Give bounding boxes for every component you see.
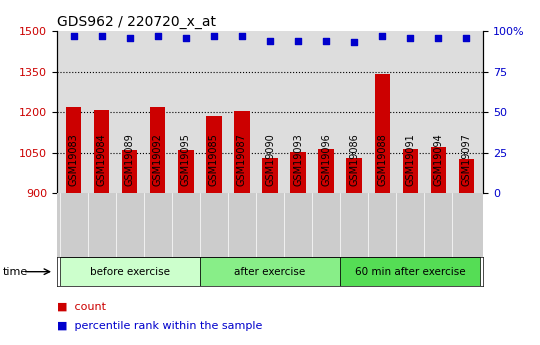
Point xyxy=(181,35,190,40)
Bar xyxy=(234,111,249,193)
Text: GDS962 / 220720_x_at: GDS962 / 220720_x_at xyxy=(57,14,215,29)
Text: after exercise: after exercise xyxy=(234,267,306,277)
Bar xyxy=(291,152,306,193)
Bar xyxy=(178,150,193,193)
Text: ■  count: ■ count xyxy=(57,302,106,312)
Point xyxy=(266,38,274,43)
Bar xyxy=(375,74,390,193)
Bar xyxy=(200,257,340,286)
Text: before exercise: before exercise xyxy=(90,267,170,277)
Text: ■  percentile rank within the sample: ■ percentile rank within the sample xyxy=(57,321,262,331)
Bar xyxy=(262,158,278,193)
Point xyxy=(125,35,134,40)
Point xyxy=(69,33,78,39)
Point xyxy=(406,35,415,40)
Bar xyxy=(459,159,474,193)
Point xyxy=(210,33,218,39)
Point xyxy=(322,38,330,43)
Text: time: time xyxy=(3,267,28,277)
Bar xyxy=(94,110,109,193)
Point xyxy=(97,33,106,39)
Bar xyxy=(122,150,137,193)
Bar xyxy=(206,116,221,193)
Bar xyxy=(319,149,334,193)
Text: 60 min after exercise: 60 min after exercise xyxy=(355,267,465,277)
Bar xyxy=(431,147,446,193)
Point xyxy=(462,35,471,40)
Bar xyxy=(150,107,165,193)
Bar xyxy=(66,107,81,193)
Point xyxy=(350,40,359,45)
Point xyxy=(238,33,246,39)
Point xyxy=(294,38,302,43)
Bar xyxy=(59,257,200,286)
Point xyxy=(378,33,387,39)
Bar xyxy=(340,257,481,286)
Bar xyxy=(347,158,362,193)
Point xyxy=(153,33,162,39)
Point xyxy=(434,35,443,40)
Bar xyxy=(403,149,418,193)
